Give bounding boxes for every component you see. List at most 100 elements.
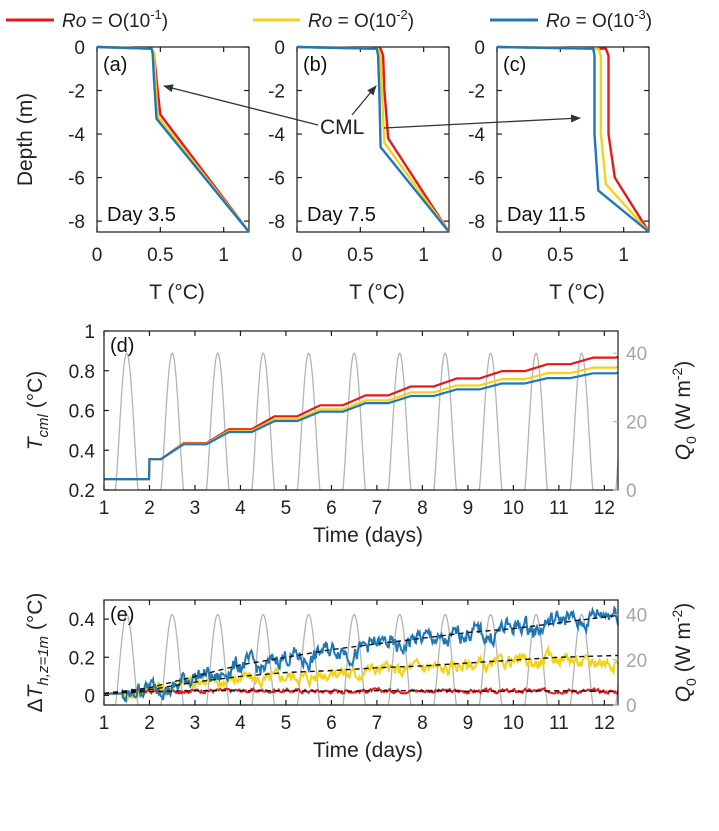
y-tick-label: 0 xyxy=(474,38,485,59)
y2-tick-label: 0 xyxy=(626,696,637,717)
series-line-3 xyxy=(104,371,619,481)
x-tick-label: 3 xyxy=(190,498,201,519)
y-tick-label: 0 xyxy=(274,38,285,59)
y-tick-label: -6 xyxy=(268,169,285,190)
x-tick-label: 1 xyxy=(99,498,110,519)
x-tick-label: 12 xyxy=(594,498,615,519)
y-tick-label: 0.6 xyxy=(69,402,95,423)
y-tick-label: 0.4 xyxy=(69,610,96,631)
y-tick-label: 0 xyxy=(84,686,95,707)
x-tick-label: 12 xyxy=(594,713,615,734)
y-tick-label: 0.4 xyxy=(69,441,96,462)
chart-panel-a: 0 0.5 1 0 -2 -4 -6 -8 (a) Day 3.5 T (°C) Depth (m) xyxy=(14,38,250,304)
y-axis-label: ΔTh,z=1m (°C) xyxy=(24,593,52,713)
x-axis-label: Time (days) xyxy=(313,524,423,547)
x-tick-label: 4 xyxy=(235,498,246,519)
series-line-3 xyxy=(96,45,250,233)
y-tick-label: 1 xyxy=(84,322,95,343)
x-tick-label: 5 xyxy=(281,713,292,734)
x-axis-label: Time (days) xyxy=(313,739,423,762)
x-axis-label: T (°C) xyxy=(149,281,205,304)
y2-axis-label: Q0 (W m-2) xyxy=(669,603,699,703)
x-tick-label: 5 xyxy=(281,498,292,519)
legend-label-ro3: Ro = O(10-3) xyxy=(546,7,652,32)
x-tick-label: 8 xyxy=(417,498,428,519)
legend-label-ro1: Ro = O(10-1) xyxy=(62,7,168,32)
x-tick-label: 2 xyxy=(144,713,155,734)
y-tick-label: -2 xyxy=(468,82,485,103)
x-tick-label: 10 xyxy=(503,498,524,519)
x-tick-label: 0 xyxy=(92,245,103,266)
day-annotation: Day 11.5 xyxy=(507,204,586,226)
x-tick-label: 0 xyxy=(292,245,303,266)
chart-panel-d: 1 2 3 4 5 6 7 8 9 10 11 120.20.40.60.8102040(d)Time… xyxy=(24,322,699,547)
y-tick-label: -4 xyxy=(468,125,485,146)
y-tick-label: 0.2 xyxy=(69,648,95,669)
chart-panel-c: 0 0.5 1 0 -2 -4 -6 -8 (c) Day 11.5 T (°C) xyxy=(468,38,651,304)
y2-tick-label: 40 xyxy=(626,344,647,365)
y-tick-label: 0.8 xyxy=(69,362,95,383)
plot-frame xyxy=(103,599,619,706)
y2-tick-label: 20 xyxy=(626,651,647,672)
x-tick-label: 9 xyxy=(463,498,474,519)
x-tick-label: 2 xyxy=(144,498,155,519)
x-tick-label: 0.5 xyxy=(147,245,173,266)
day-annotation: Day 3.5 xyxy=(107,204,176,226)
y2-axis-label: Q0 (W m-2) xyxy=(669,361,699,461)
y-tick-label: 0.2 xyxy=(69,481,95,502)
cml-arrow-c xyxy=(383,114,581,129)
x-tick-label: 0.5 xyxy=(547,245,573,266)
x-tick-label: 1 xyxy=(99,713,110,734)
y2-tick-label: 20 xyxy=(626,413,647,434)
x-tick-label: 0.5 xyxy=(347,245,373,266)
plot-frame xyxy=(96,46,250,233)
y-tick-label: -8 xyxy=(468,212,485,233)
x-tick-label: 11 xyxy=(549,713,569,734)
chart-panel-b: 0 0.5 1 0 -2 -4 -6 -8 (b) Day 7.5 T (°C) xyxy=(268,38,451,304)
y-tick-label: -4 xyxy=(268,125,285,146)
y-tick-label: -8 xyxy=(268,212,285,233)
day-annotation: Day 7.5 xyxy=(307,204,376,226)
y2-tick-label: 40 xyxy=(626,606,647,627)
x-tick-label: 9 xyxy=(463,713,474,734)
x-tick-label: 1 xyxy=(618,245,629,266)
x-tick-label: 1 xyxy=(218,245,229,266)
cml-annotation: CML xyxy=(163,84,581,139)
x-tick-label: 3 xyxy=(190,713,201,734)
legend-label-ro2: Ro = O(10-2) xyxy=(308,7,414,32)
panel-label: (d) xyxy=(110,335,134,357)
x-tick-label: 6 xyxy=(326,498,337,519)
x-tick-label: 8 xyxy=(417,713,428,734)
series-line-3 xyxy=(496,45,650,233)
x-axis-label: T (°C) xyxy=(549,281,605,304)
x-axis-label: T (°C) xyxy=(349,281,405,304)
trend-line-1 xyxy=(103,689,619,695)
panel-label: (b) xyxy=(303,54,327,76)
panel-label: (e) xyxy=(110,604,134,626)
plot-frame xyxy=(296,46,450,233)
y-tick-label: -2 xyxy=(68,82,85,103)
series-line-2 xyxy=(103,644,619,705)
series-line-1 xyxy=(496,45,651,233)
y-tick-label: -6 xyxy=(468,169,485,190)
panel-label: (a) xyxy=(103,54,127,76)
y-tick-label: -8 xyxy=(68,212,85,233)
y-tick-label: -4 xyxy=(68,125,85,146)
x-tick-label: 10 xyxy=(503,713,524,734)
legend: Ro = O(10-1) Ro = O(10-2) Ro = O(10-3) xyxy=(6,7,652,32)
y-tick-label: -2 xyxy=(268,82,285,103)
y-axis-label: Tcml (°C) xyxy=(24,371,52,451)
cml-label: CML xyxy=(320,116,364,139)
panel-label: (c) xyxy=(503,54,526,76)
x-tick-label: 7 xyxy=(372,713,383,734)
trend-line-3 xyxy=(103,614,619,695)
x-tick-label: 0 xyxy=(492,245,503,266)
series-line-3 xyxy=(296,45,450,233)
trend-line-2 xyxy=(103,654,619,695)
x-tick-label: 1 xyxy=(418,245,429,266)
cml-arrow-a xyxy=(163,84,319,126)
series-line-2 xyxy=(496,45,650,233)
y-tick-label: 0 xyxy=(74,38,85,59)
